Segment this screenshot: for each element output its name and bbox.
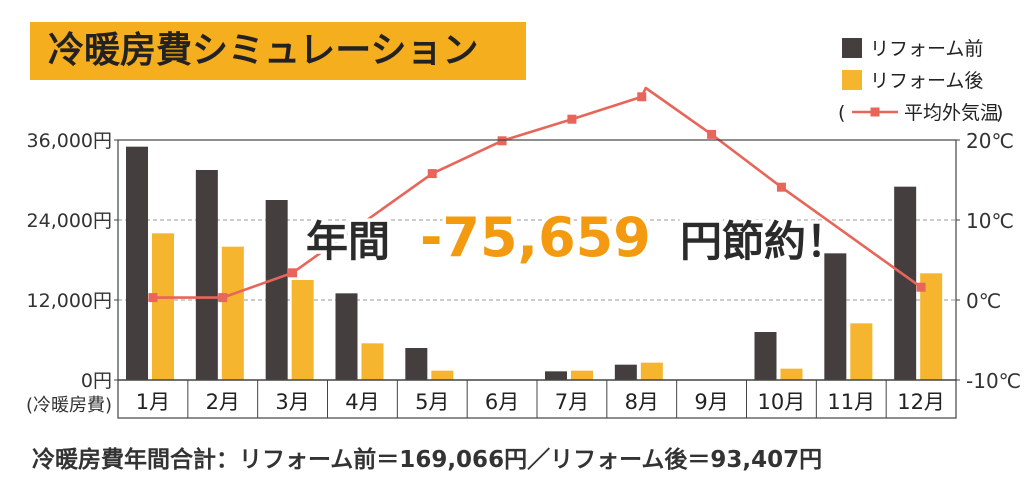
temperature-marker	[288, 268, 298, 278]
title-background	[30, 22, 526, 80]
bar-after	[152, 233, 174, 380]
temperature-marker	[776, 182, 786, 192]
bar-before	[265, 200, 288, 380]
legend-paren-close: )	[996, 102, 1003, 124]
legend-paren-open: (	[838, 102, 845, 124]
bar-before	[824, 253, 847, 380]
y-right-tick-label: 20℃	[966, 129, 1014, 153]
headline-amount: -75,659	[420, 206, 651, 269]
annual-total-summary: 冷暖房費年間合計：リフォーム前＝169,066円／リフォーム後＝93,407円	[32, 447, 823, 473]
bar-before	[754, 332, 777, 380]
temperature-marker	[707, 129, 717, 139]
category-label: 2月	[206, 390, 240, 414]
y-right-tick-label: 0℃	[966, 289, 1001, 313]
category-label: 9月	[694, 390, 728, 414]
bar-after	[571, 370, 593, 380]
legend-label-before: リフォーム前	[870, 38, 983, 60]
headline-suffix: 円節約！	[680, 217, 848, 266]
temperature-marker	[637, 92, 647, 102]
y-left-tick-label: 0円	[81, 370, 112, 392]
category-label: 1月	[136, 390, 170, 414]
bar-before	[405, 348, 428, 380]
legend-label-after: リフォーム後	[870, 70, 983, 92]
category-label: 10月	[758, 390, 806, 414]
temperature-marker	[148, 293, 158, 303]
category-label: 11月	[827, 390, 875, 414]
bar-after	[640, 362, 663, 380]
bar-after	[431, 370, 454, 380]
y-left-tick-label: 12,000円	[27, 290, 112, 312]
category-label: 6月	[485, 390, 519, 414]
category-label: 5月	[415, 390, 449, 414]
bar-after	[780, 368, 803, 380]
temperature-line	[148, 86, 926, 303]
bar-after	[291, 280, 314, 380]
temperature-marker	[497, 136, 507, 146]
legend-swatch-before	[842, 38, 862, 58]
bar-before	[195, 170, 218, 380]
y-left-tick-label: 24,000円	[27, 210, 112, 232]
headline: 年間 -75,659 円節約！	[303, 203, 852, 273]
headline-prefix: 年間	[306, 217, 390, 266]
bar-after	[920, 273, 943, 380]
chart-title: 冷暖房費シミュレーション	[48, 30, 479, 71]
category-label: 12月	[897, 390, 945, 414]
category-label: 4月	[345, 390, 379, 414]
bar-before	[545, 371, 567, 380]
bar-before	[335, 293, 358, 380]
bar-before	[614, 364, 637, 380]
category-label: 8月	[625, 390, 659, 414]
legend-label-temperature: 平均外気温	[904, 102, 999, 124]
y-right-tick-label: 10℃	[966, 209, 1014, 233]
y-right-tick-label: -10℃	[966, 369, 1021, 393]
bar-after	[361, 343, 384, 380]
temperature-marker	[916, 282, 926, 292]
temperature-marker	[218, 293, 228, 303]
axes: 36,000円 20℃ 24,000円 10℃ 12,000円 0℃ 0円 -10℃ (冷暖房費…	[26, 129, 1021, 419]
y-left-tick-label: 36,000円	[27, 130, 112, 152]
bar-after	[221, 246, 244, 380]
temperature-marker	[567, 114, 577, 124]
category-label: 7月	[555, 390, 589, 414]
bar-before	[894, 186, 917, 380]
y-left-unit-label: (冷暖房費)	[26, 395, 112, 416]
legend-marker-temperature	[870, 107, 880, 117]
bar-after	[850, 323, 873, 380]
bar-before	[126, 146, 148, 380]
temperature-marker	[427, 169, 437, 179]
category-label: 3月	[275, 390, 309, 414]
bars	[126, 146, 943, 380]
legend-swatch-after	[842, 70, 862, 90]
